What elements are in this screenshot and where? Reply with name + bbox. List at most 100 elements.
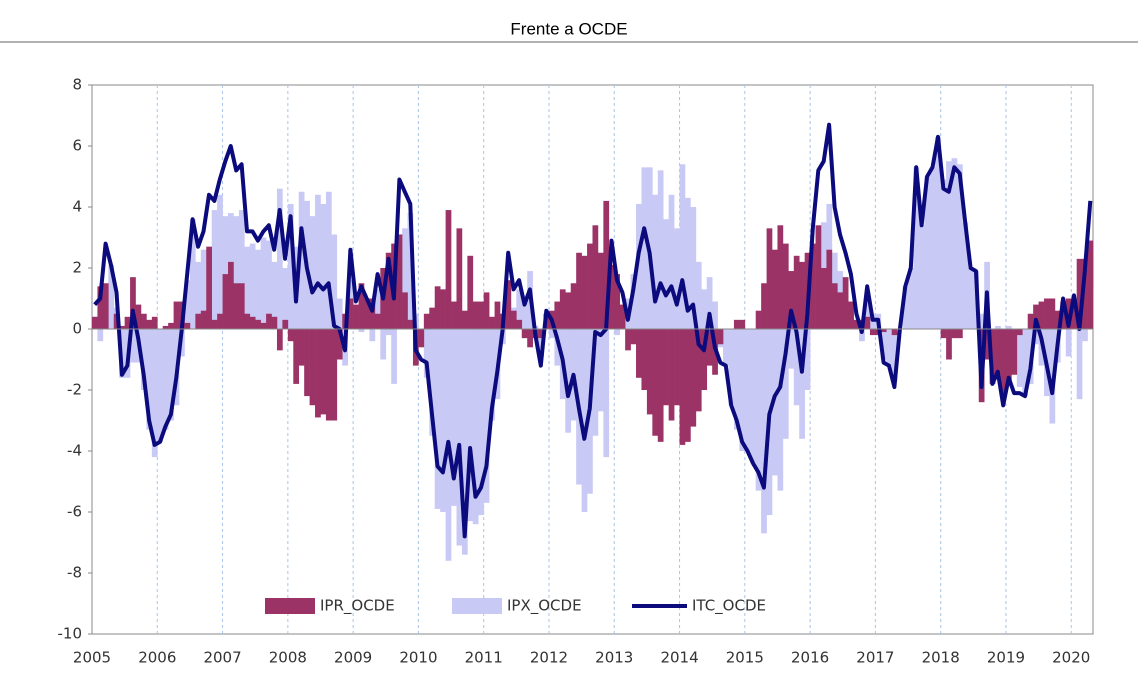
- bar: [820, 268, 827, 329]
- bar: [353, 304, 359, 329]
- bar: [369, 298, 376, 329]
- bar: [1060, 301, 1067, 329]
- bar: [810, 243, 816, 329]
- bar: [1016, 329, 1023, 336]
- bar: [445, 210, 452, 329]
- bar: [298, 329, 305, 366]
- bar: [848, 301, 854, 329]
- bar: [592, 225, 599, 329]
- y-tick-label: 0: [72, 320, 82, 338]
- bar: [206, 246, 212, 329]
- bar: [336, 329, 343, 360]
- bar: [641, 167, 648, 329]
- bar: [293, 329, 300, 384]
- bar: [407, 319, 414, 329]
- bar: [1082, 329, 1088, 342]
- bar: [423, 329, 430, 378]
- bar: [956, 329, 963, 339]
- bar: [244, 246, 251, 329]
- bar: [461, 310, 468, 329]
- bar: [804, 329, 811, 390]
- bar: [418, 329, 425, 348]
- bar: [108, 264, 115, 329]
- y-tick-label: -4: [67, 442, 82, 460]
- bar: [374, 313, 381, 329]
- bar: [880, 329, 887, 333]
- bar: [255, 249, 261, 329]
- bar: [298, 191, 305, 329]
- x-tick-label: 2020: [1052, 649, 1090, 667]
- bar: [576, 252, 582, 329]
- bar: [799, 261, 805, 329]
- y-tick-label: -8: [67, 564, 82, 582]
- bar: [706, 277, 713, 329]
- bar: [636, 329, 642, 378]
- bar: [755, 329, 762, 491]
- bar: [646, 329, 653, 415]
- bar: [211, 319, 218, 329]
- y-tick-label: 6: [72, 137, 82, 155]
- bar: [864, 316, 871, 329]
- bar: [97, 286, 104, 329]
- bar: [913, 167, 920, 329]
- bar: [228, 261, 234, 329]
- x-tick-label: 2014: [660, 649, 698, 667]
- bar: [565, 292, 572, 329]
- bar: [592, 329, 599, 436]
- bar: [772, 249, 778, 329]
- bar: [423, 313, 430, 329]
- bar: [217, 313, 223, 329]
- bar: [793, 255, 800, 329]
- bar: [380, 329, 387, 360]
- bar: [184, 322, 191, 329]
- bar: [597, 329, 604, 412]
- bar: [320, 203, 327, 329]
- bar: [788, 329, 795, 369]
- bar: [521, 295, 528, 329]
- bar: [238, 283, 245, 329]
- bar: [684, 329, 691, 442]
- bar: [750, 329, 757, 464]
- bar: [402, 228, 408, 329]
- x-tick-label: 2016: [791, 649, 829, 667]
- bar: [157, 329, 164, 442]
- bar: [565, 329, 572, 433]
- bar: [249, 316, 256, 329]
- bar: [793, 329, 800, 406]
- bar: [195, 261, 202, 329]
- bar: [385, 329, 392, 336]
- bar: [255, 319, 261, 329]
- bar: [320, 329, 327, 415]
- bar: [358, 329, 365, 333]
- legend-label: IPX_OCDE: [507, 597, 582, 616]
- bar: [483, 329, 490, 503]
- bar: [1016, 329, 1023, 387]
- bar: [456, 329, 463, 546]
- bar: [744, 329, 751, 451]
- bar: [521, 329, 528, 339]
- bar: [483, 292, 490, 329]
- legend-swatch: [452, 598, 502, 614]
- bar: [407, 213, 414, 329]
- y-tick-label: 2: [72, 259, 82, 277]
- bar: [162, 325, 169, 329]
- x-tick-label: 2018: [922, 649, 960, 667]
- bar: [271, 261, 278, 329]
- bar: [304, 329, 310, 397]
- bar: [891, 329, 898, 336]
- bar: [723, 329, 729, 366]
- bar: [282, 268, 289, 329]
- bar: [815, 225, 822, 329]
- bar: [663, 329, 669, 406]
- bar: [706, 329, 713, 366]
- bar: [978, 313, 985, 329]
- bar: [1076, 329, 1083, 400]
- y-tick-label: 8: [72, 76, 82, 94]
- bar: [940, 179, 947, 329]
- bar: [1082, 258, 1088, 329]
- bar: [581, 329, 588, 512]
- bar: [168, 329, 174, 421]
- bar: [826, 249, 833, 329]
